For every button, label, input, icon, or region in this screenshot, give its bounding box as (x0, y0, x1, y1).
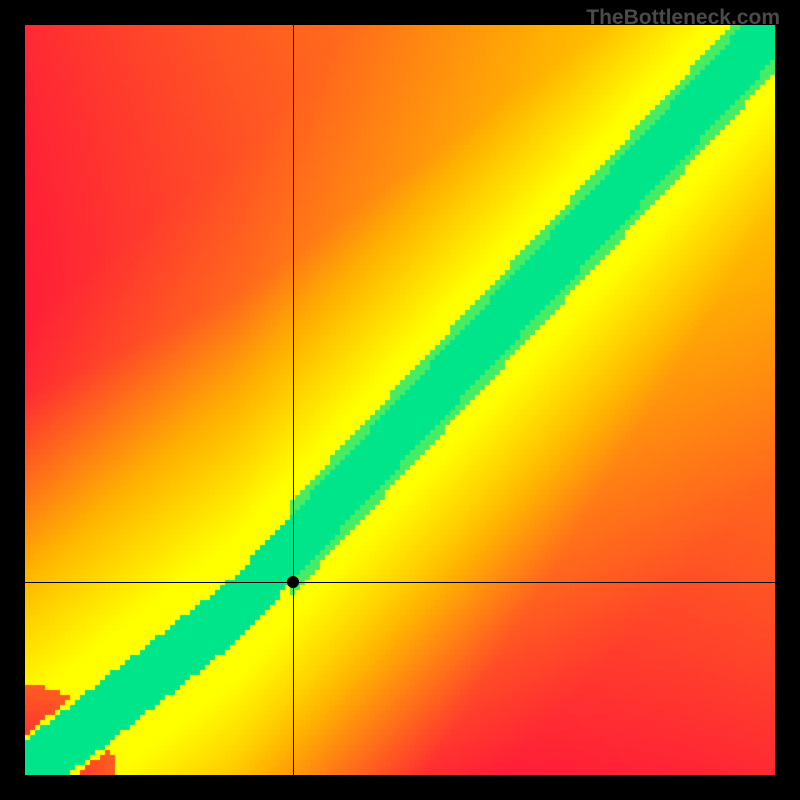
bottleneck-heatmap (25, 25, 775, 775)
heatmap-canvas (25, 25, 775, 775)
crosshair-horizontal (25, 582, 775, 583)
crosshair-vertical (293, 25, 294, 775)
watermark-text: TheBottleneck.com (586, 6, 780, 30)
data-point-marker (287, 576, 299, 588)
